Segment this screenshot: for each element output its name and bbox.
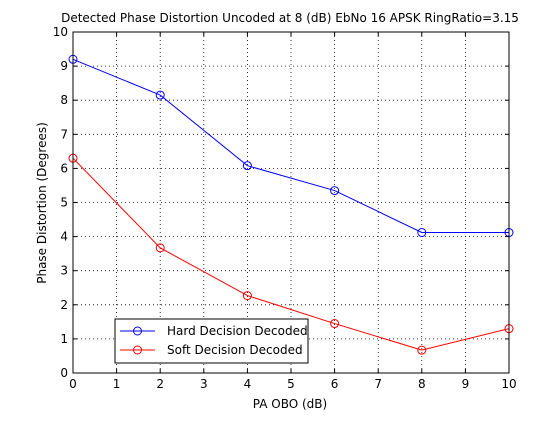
y-tick-label: 4 bbox=[60, 230, 68, 244]
y-tick-label: 5 bbox=[60, 196, 68, 210]
grid-lines bbox=[73, 32, 509, 373]
series-line bbox=[72, 58, 509, 234]
y-axis-label: Phase Distortion (Degrees) bbox=[35, 122, 49, 284]
legend: Hard Decision Decoded Soft Decision Decod… bbox=[114, 318, 309, 364]
data-point bbox=[417, 345, 427, 355]
x-tick-label: 3 bbox=[200, 377, 208, 391]
legend-entry: Hard Decision Decoded bbox=[167, 324, 308, 338]
y-tick-label: 9 bbox=[60, 59, 68, 73]
x-tick-label: 4 bbox=[244, 377, 252, 391]
axis-ticks: 0 1 2 3 4 5 6 7 8 9 10 0 1 2 3 4 5 6 7 8 9 10 bbox=[53, 25, 517, 391]
y-tick-label: 3 bbox=[60, 264, 68, 278]
legend-marker bbox=[133, 326, 142, 336]
x-tick-label: 1 bbox=[113, 377, 121, 391]
x-tick-label: 10 bbox=[501, 377, 516, 391]
x-tick-label: 8 bbox=[418, 377, 426, 391]
y-tick-label: 0 bbox=[60, 366, 68, 380]
data-point bbox=[155, 243, 165, 253]
data-point bbox=[155, 90, 165, 100]
legend-box bbox=[114, 318, 309, 364]
y-tick-label: 6 bbox=[60, 161, 68, 175]
data-point bbox=[417, 228, 427, 238]
x-tick-label: 0 bbox=[69, 377, 77, 391]
x-tick-label: 5 bbox=[287, 377, 295, 391]
data-point bbox=[242, 291, 252, 301]
chart-title: Detected Phase Distortion Uncoded at 8 (… bbox=[61, 11, 519, 25]
data-point bbox=[242, 161, 252, 171]
x-tick-label: 2 bbox=[156, 377, 164, 391]
y-tick-label: 8 bbox=[60, 93, 68, 107]
y-tick-label: 2 bbox=[60, 298, 68, 312]
x-tick-label: 7 bbox=[374, 377, 382, 391]
x-tick-label: 9 bbox=[462, 377, 470, 391]
legend-entry: Soft Decision Decoded bbox=[167, 343, 303, 357]
y-tick-label: 10 bbox=[53, 25, 68, 39]
x-tick-label: 6 bbox=[331, 377, 339, 391]
y-tick-label: 7 bbox=[60, 127, 68, 141]
data-point bbox=[330, 319, 340, 329]
legend-marker bbox=[133, 345, 142, 355]
data-point bbox=[330, 186, 340, 196]
y-tick-label: 1 bbox=[60, 332, 68, 346]
series-line bbox=[72, 157, 510, 351]
x-axis-label: PA OBO (dB) bbox=[253, 397, 327, 411]
